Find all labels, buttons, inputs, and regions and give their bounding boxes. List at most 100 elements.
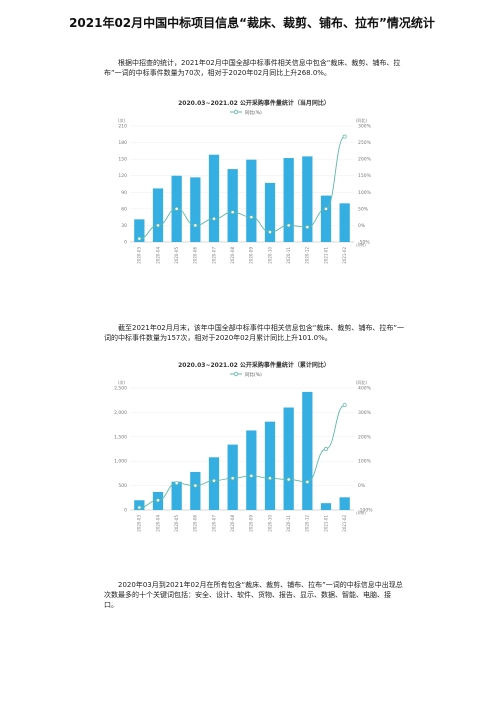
line-point bbox=[268, 476, 272, 481]
y-left-tick-label: 210 bbox=[118, 124, 127, 130]
y-right-tick-label: 50% bbox=[358, 206, 369, 212]
outro-paragraph: 2020年03月到2021年02月在所有包含“裁床、裁剪、铺布、拉布”一词的中标… bbox=[104, 581, 403, 609]
y-right-tick-label: 250% bbox=[358, 140, 372, 146]
bar bbox=[227, 169, 238, 242]
line-point bbox=[137, 505, 142, 510]
y-right-tick-label: 100% bbox=[358, 459, 372, 465]
y-right-unit: (同比) bbox=[356, 379, 368, 385]
bar bbox=[208, 154, 220, 242]
bar bbox=[339, 497, 350, 510]
bar bbox=[339, 203, 350, 242]
x-tick-label: 2020-06 bbox=[193, 515, 198, 532]
x-tick-label: 2021-01 bbox=[323, 515, 328, 532]
x-tick-label: 2020-12 bbox=[305, 515, 310, 532]
x-tick-label: 2020-05 bbox=[174, 515, 179, 532]
legend-marker bbox=[233, 109, 239, 115]
bar bbox=[246, 159, 257, 242]
x-tick-label: 2020-04 bbox=[155, 247, 160, 264]
line-point bbox=[212, 478, 216, 483]
line-point bbox=[174, 481, 179, 486]
x-tick-label: 2021-01 bbox=[323, 247, 328, 264]
line-point bbox=[286, 223, 291, 228]
line-point bbox=[249, 215, 254, 220]
bar bbox=[283, 158, 294, 242]
bar bbox=[264, 182, 276, 242]
bar bbox=[208, 457, 220, 510]
line-point bbox=[268, 230, 272, 235]
y-left-tick-label: 2,000 bbox=[114, 410, 127, 416]
line-point bbox=[156, 498, 160, 503]
x-tick-label: 2020-03 bbox=[137, 247, 142, 264]
x-unit: (月份) bbox=[356, 510, 366, 515]
bar bbox=[134, 219, 145, 242]
bar bbox=[190, 177, 201, 242]
chart-title: 2020.03~2021.02 公开采购事件量统计（累计同比） bbox=[178, 361, 330, 369]
y-left-tick-label: 1,500 bbox=[114, 434, 127, 440]
y-right-tick-label: 400% bbox=[358, 386, 372, 392]
y-left-unit: (次) bbox=[118, 117, 126, 123]
bar bbox=[152, 188, 164, 242]
bar bbox=[302, 391, 313, 510]
line-point bbox=[156, 223, 160, 228]
x-tick-label: 2020-09 bbox=[249, 247, 254, 264]
bar bbox=[171, 481, 182, 510]
line-point bbox=[342, 134, 347, 139]
bar bbox=[302, 156, 313, 242]
y-left-tick-label: 90 bbox=[121, 190, 127, 196]
x-tick-label: 2020-04 bbox=[155, 515, 160, 532]
y-right-tick-label: -50% bbox=[358, 240, 370, 246]
y-left-tick-label: 150 bbox=[118, 157, 127, 163]
y-right-tick-label: 300% bbox=[358, 410, 372, 416]
line-point bbox=[193, 483, 198, 488]
y-left-tick-label: 30 bbox=[121, 223, 127, 229]
line-point bbox=[305, 479, 310, 484]
line-point bbox=[249, 473, 254, 478]
chart-monthly: 2020.03~2021.02 公开采购事件量统计（当月同比） 同比(%) (次) (… bbox=[104, 96, 404, 276]
bar bbox=[283, 407, 294, 510]
y-left-unit: (次) bbox=[118, 379, 126, 385]
series-line bbox=[139, 136, 346, 240]
y-right-tick-label: 0% bbox=[358, 483, 366, 489]
line-point bbox=[324, 447, 328, 451]
line-point bbox=[230, 476, 235, 481]
x-tick-label: 2021-02 bbox=[342, 247, 347, 264]
x-tick-label: 2020-07 bbox=[211, 515, 216, 532]
series-line bbox=[139, 404, 345, 509]
line-point bbox=[174, 206, 179, 211]
x-unit: (月份) bbox=[356, 242, 366, 247]
x-tick-label: 2020-05 bbox=[174, 247, 179, 264]
page-title: 2021年02月中国中标项目信息“裁床、裁剪、铺布、拉布”情况统计 bbox=[69, 16, 435, 30]
x-tick-label: 2020-11 bbox=[286, 515, 291, 532]
x-tick-label: 2020-12 bbox=[305, 247, 310, 264]
y-right-tick-label: -100% bbox=[358, 508, 373, 514]
x-tick-label: 2020-07 bbox=[211, 247, 216, 264]
intro-paragraph: 根据中招查的统计，2021年02月中国全部中标事件相关信息中包含“裁床、裁剪、铺… bbox=[104, 59, 401, 77]
y-left-tick-label: 500 bbox=[118, 483, 127, 489]
bar bbox=[246, 430, 257, 510]
x-tick-label: 2020-06 bbox=[193, 247, 198, 264]
y-left-tick-label: 1,000 bbox=[114, 459, 127, 465]
bar bbox=[264, 421, 276, 510]
chart-cumulative-svg: 2020.03~2021.02 公开采购事件量统计（累计同比） 同比(%) (次) (… bbox=[114, 361, 373, 532]
y-right-tick-label: 200% bbox=[358, 157, 372, 163]
y-right-tick-label: 200% bbox=[358, 434, 372, 440]
line-point bbox=[286, 477, 291, 482]
chart-cumulative: 2020.03~2021.02 公开采购事件量统计（累计同比） 同比(%) (次) (… bbox=[104, 358, 404, 544]
x-tick-label: 2020-10 bbox=[267, 515, 272, 532]
line-point bbox=[342, 403, 347, 408]
legend-label: 同比(%) bbox=[245, 109, 262, 116]
legend-marker bbox=[233, 371, 239, 377]
chart-monthly-svg: 2020.03~2021.02 公开采购事件量统计（当月同比） 同比(%) (次) (… bbox=[118, 99, 372, 264]
y-left-tick-label: 180 bbox=[118, 140, 127, 146]
x-tick-label: 2020-11 bbox=[286, 247, 291, 264]
bar bbox=[190, 471, 201, 510]
y-right-tick-label: 0% bbox=[358, 223, 366, 229]
line-point bbox=[230, 210, 235, 215]
line-point bbox=[137, 236, 142, 241]
y-right-unit: (同比) bbox=[356, 117, 368, 123]
bar bbox=[134, 500, 145, 510]
y-left-tick-label: 2,500 bbox=[114, 386, 127, 392]
y-left-tick-label: 60 bbox=[121, 206, 127, 212]
y-right-tick-label: 300% bbox=[358, 124, 372, 130]
bar bbox=[320, 195, 332, 242]
